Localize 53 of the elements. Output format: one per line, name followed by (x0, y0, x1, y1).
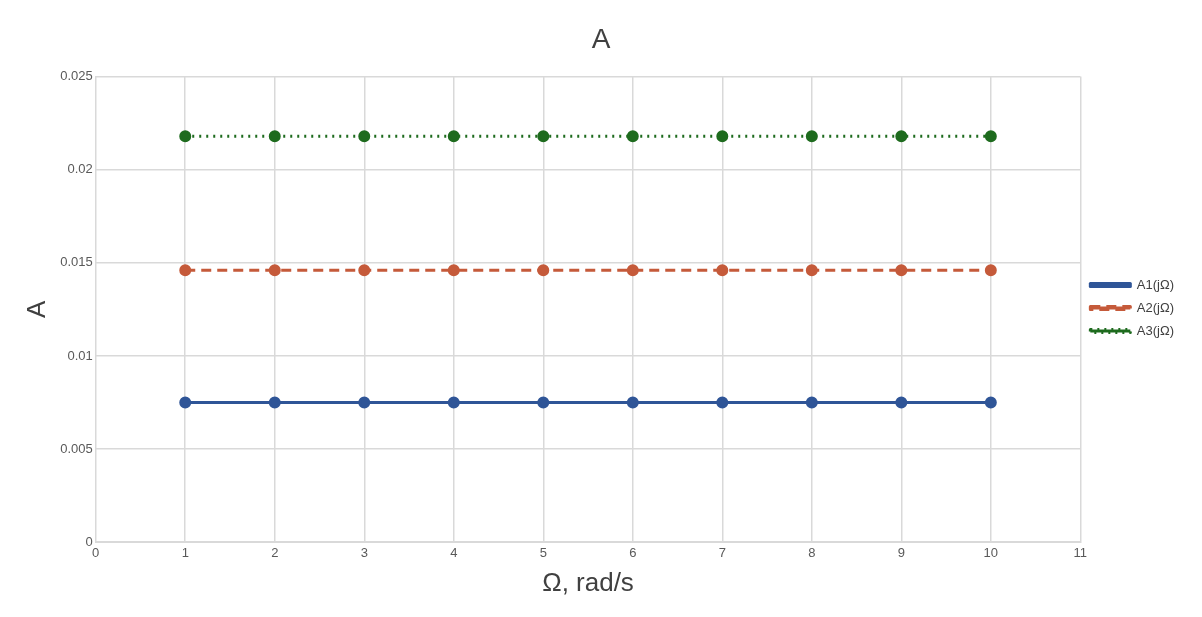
point (268, 264, 281, 277)
x-tick-label: 8 (808, 544, 816, 560)
y-axis-title: A (20, 300, 51, 319)
point (805, 396, 818, 409)
point (179, 396, 192, 409)
point (447, 396, 460, 409)
x-tick-label: 1 (181, 544, 189, 560)
point (716, 396, 729, 409)
x-tick-label: 6 (629, 544, 637, 560)
point (179, 130, 192, 143)
y-tick-label: 0.005 (60, 440, 93, 456)
x-axis-title: Ω, rad/s (542, 566, 634, 597)
point (358, 130, 371, 143)
point (716, 264, 729, 277)
point (895, 264, 908, 277)
legend-label: A1(jΩ) (1136, 276, 1175, 292)
point (537, 130, 550, 143)
point (984, 130, 997, 143)
legend-label: A3(jΩ) (1136, 322, 1175, 338)
point (358, 264, 371, 277)
y-tick-label: 0.025 (60, 68, 93, 84)
y-tick-label: 0 (85, 533, 93, 549)
point (984, 264, 997, 277)
x-tick-label: 2 (271, 544, 279, 560)
chart-title: A (591, 22, 611, 54)
x-tick-label: 5 (539, 544, 547, 560)
y-tick-label: 0.015 (60, 254, 93, 270)
point (805, 264, 818, 277)
point (626, 264, 639, 277)
point (447, 264, 460, 277)
point (447, 130, 460, 143)
point (268, 130, 281, 143)
y-tick-label: 0.01 (67, 347, 93, 363)
point (537, 396, 550, 409)
x-tick-label: 10 (983, 544, 999, 560)
point (268, 396, 281, 409)
point (179, 264, 192, 277)
point (626, 130, 639, 143)
x-tick-label: 7 (718, 544, 726, 560)
x-tick-label: 3 (360, 544, 368, 560)
point (984, 396, 997, 409)
point (358, 396, 371, 409)
point (895, 396, 908, 409)
x-tick-label: 11 (1073, 544, 1088, 560)
point (716, 130, 729, 143)
point (805, 130, 818, 143)
x-tick-label: 4 (450, 544, 458, 560)
legend-label: A2(jΩ) (1136, 299, 1175, 315)
point (626, 396, 639, 409)
x-tick-label: 9 (897, 544, 905, 560)
y-tick-label: 0.02 (67, 161, 93, 177)
point (537, 264, 550, 277)
point (895, 130, 908, 143)
